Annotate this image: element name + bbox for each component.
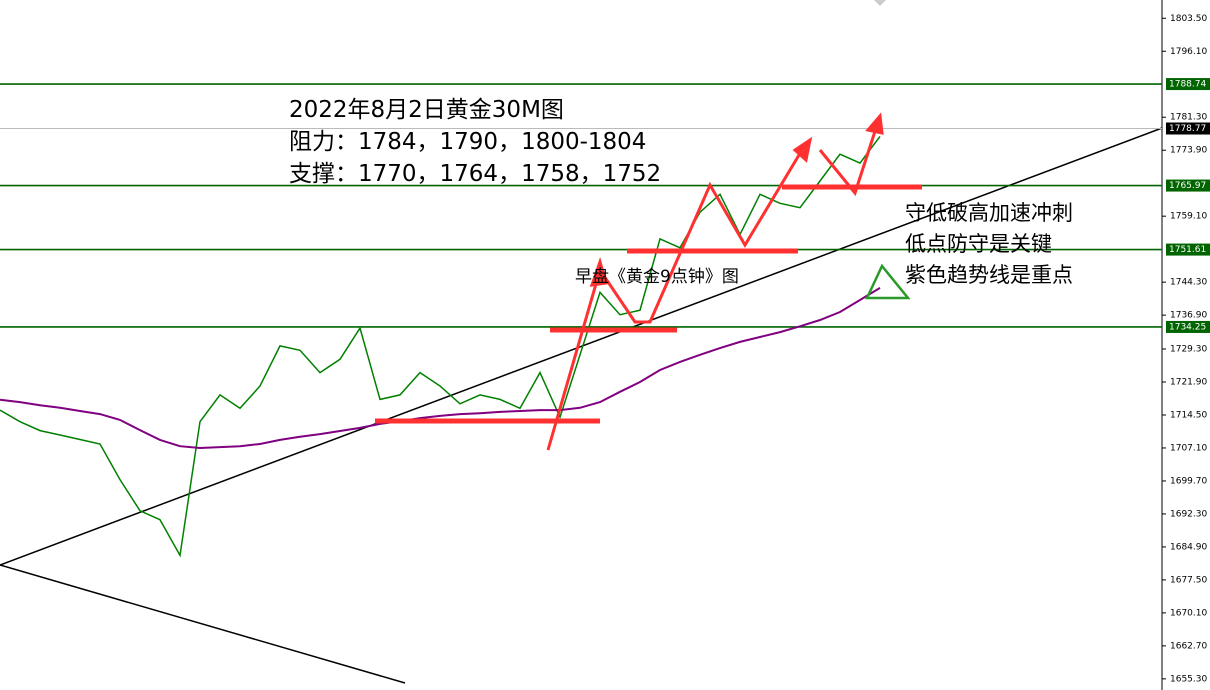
red-arrows xyxy=(546,112,884,451)
title-line: 2022年8月2日黄金30M图 xyxy=(289,97,564,123)
level-label: 1788.74 xyxy=(1169,80,1206,90)
title-line: 阻力：1784，1790，1800-1804 xyxy=(289,129,646,155)
marker xyxy=(874,0,886,6)
trend-line xyxy=(0,127,1163,566)
y-tick-label: 1692.30 xyxy=(1170,509,1207,519)
level-label: 1778.77 xyxy=(1169,124,1206,134)
triangle-mark xyxy=(865,263,911,300)
level-box xyxy=(1166,179,1210,192)
y-tick-label: 1655.30 xyxy=(1170,674,1207,684)
y-tick-label: 1677.50 xyxy=(1170,575,1207,585)
y-tick-label: 1721.90 xyxy=(1170,377,1207,387)
y-tick-label: 1662.70 xyxy=(1170,641,1207,651)
y-tick-label: 1803.50 xyxy=(1170,14,1207,24)
y-tick-label: 1773.90 xyxy=(1170,146,1207,156)
series-line xyxy=(0,287,881,450)
red-markup xyxy=(375,184,922,424)
level-label: 1765.97 xyxy=(1169,181,1206,191)
y-tick-label: 1714.50 xyxy=(1170,410,1207,420)
level-box xyxy=(1166,78,1210,91)
y-tick-label: 1736.90 xyxy=(1170,311,1207,321)
y-tick-label: 1729.30 xyxy=(1170,345,1207,355)
level-label: 1734.25 xyxy=(1169,322,1206,332)
note: 紫色趋势线是重点 xyxy=(905,263,1073,287)
y-tick-label: 1670.10 xyxy=(1170,608,1207,618)
note: 守低破高加速冲刺 xyxy=(905,201,1073,225)
y-tick-label: 1684.90 xyxy=(1170,542,1207,552)
y-tick-label: 1744.30 xyxy=(1170,278,1207,288)
y-tick-label: 1699.70 xyxy=(1170,476,1207,486)
y-tick-label: 1796.10 xyxy=(1170,47,1207,57)
trend-line xyxy=(0,564,406,684)
title-line: 支撑：1770，1764，1758，1752 xyxy=(289,161,661,187)
series-line xyxy=(0,135,881,558)
series-layer xyxy=(0,83,1162,558)
level-label: 1751.61 xyxy=(1169,245,1206,255)
y-tick-label: 1759.10 xyxy=(1170,212,1207,222)
level-box xyxy=(1166,243,1210,256)
y-tick-label: 1707.10 xyxy=(1170,443,1207,453)
level-box xyxy=(1166,320,1210,333)
y-tick-label: 1781.30 xyxy=(1170,113,1207,123)
note: 低点防守是关键 xyxy=(905,232,1052,256)
annotation: 早盘《黄金9点钟》图 xyxy=(575,267,739,287)
level-box xyxy=(1166,122,1210,135)
